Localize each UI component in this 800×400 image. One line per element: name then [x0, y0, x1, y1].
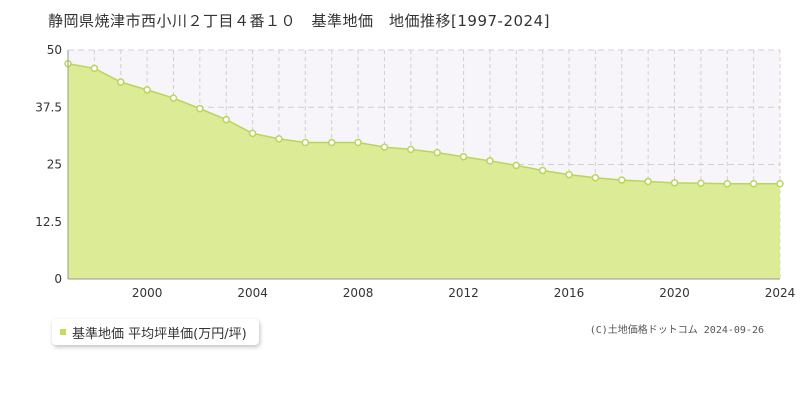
data-point — [354, 138, 362, 147]
data-point — [327, 138, 336, 147]
chart-title: 静岡県焼津市西小川２丁目４番１０ 基準地価 地価推移[1997-2024] — [48, 12, 550, 30]
data-point — [670, 179, 679, 187]
legend-marker — [60, 329, 66, 335]
data-point — [116, 78, 125, 86]
data-point — [459, 152, 468, 161]
data-point — [301, 138, 310, 147]
data-point — [723, 179, 732, 188]
legend: 基準地価 平均坪単価(万円/坪) — [52, 319, 259, 345]
x-tick-label: 2024 — [765, 286, 796, 300]
data-point — [749, 179, 758, 188]
data-point — [143, 86, 151, 94]
x-tick-label: 2008 — [343, 286, 374, 300]
data-point — [644, 177, 652, 186]
x-tick-label: 2020 — [659, 286, 690, 300]
data-point — [486, 157, 494, 165]
data-point — [169, 94, 178, 102]
data-point — [591, 174, 600, 182]
y-tick-label: 25 — [47, 158, 62, 172]
y-tick-label: 37.5 — [35, 100, 62, 114]
data-point — [697, 179, 705, 188]
data-point — [407, 145, 415, 154]
data-point — [433, 148, 441, 157]
data-point — [275, 135, 283, 143]
series-line — [67, 63, 780, 185]
x-tick-label: 2004 — [237, 286, 268, 300]
data-point — [222, 115, 230, 124]
x-tick-label: 2012 — [448, 286, 479, 300]
data-point — [90, 64, 99, 73]
y-tick-label: 12.5 — [35, 215, 62, 229]
data-point — [776, 179, 784, 188]
data-point — [565, 170, 573, 179]
data-point — [618, 176, 626, 184]
y-tick-label: 50 — [47, 43, 62, 57]
copyright-text: (C)土地価格ドットコム 2024-09-26 — [589, 325, 764, 336]
data-point — [380, 143, 389, 151]
data-point — [538, 166, 547, 175]
legend-label: 基準地価 平均坪単価(万円/坪) — [72, 326, 247, 342]
x-tick-label: 2000 — [132, 286, 163, 300]
data-point — [248, 129, 257, 138]
y-tick-label: 0 — [54, 272, 62, 286]
series-area — [68, 63, 780, 279]
data-point — [196, 104, 204, 113]
x-tick-label: 2016 — [554, 286, 585, 300]
data-point — [512, 161, 521, 170]
